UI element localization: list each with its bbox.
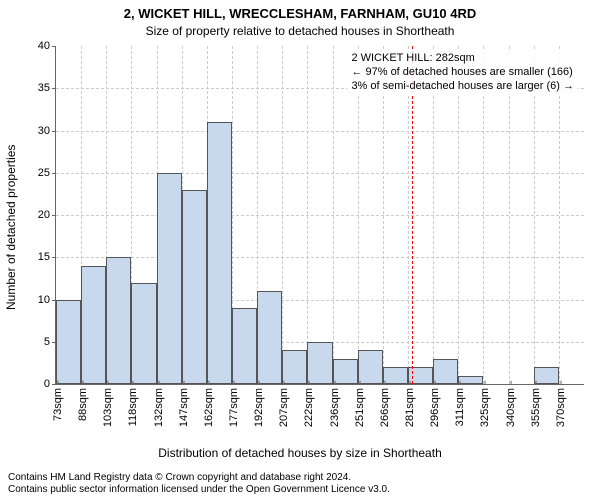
plot-area: 051015202530354073sqm88sqm103sqm118sqm13… [55, 46, 584, 385]
histogram-bar [131, 283, 156, 384]
annotation-line: ← 97% of detached houses are smaller (16… [351, 66, 574, 80]
gridline-h [56, 257, 584, 258]
histogram-bar [207, 122, 232, 384]
histogram-bar [182, 190, 207, 384]
histogram-bar [232, 308, 257, 384]
x-tick: 370sqm [555, 384, 567, 427]
x-tick: 118sqm [127, 384, 139, 426]
y-tick: 25 [38, 167, 56, 179]
x-tick: 340sqm [505, 384, 517, 427]
gridline-h [56, 131, 584, 132]
x-tick: 251sqm [354, 384, 366, 427]
gridline-v [483, 46, 484, 384]
histogram-bar [56, 300, 81, 385]
x-tick: 222sqm [303, 384, 315, 427]
chart-container: 2, WICKET HILL, WRECCLESHAM, FARNHAM, GU… [0, 0, 600, 500]
y-tick: 30 [38, 125, 56, 137]
x-tick: 207sqm [278, 384, 290, 427]
histogram-bar [358, 350, 383, 384]
x-axis-label: Distribution of detached houses by size … [0, 446, 600, 460]
footer-attribution: Contains HM Land Registry data © Crown c… [8, 472, 390, 496]
x-tick: 296sqm [429, 384, 441, 427]
y-tick: 5 [44, 336, 56, 348]
gridline-v [509, 46, 510, 384]
x-tick: 132sqm [153, 384, 165, 427]
gridline-v [282, 46, 283, 384]
y-tick: 40 [38, 40, 56, 52]
x-tick: 147sqm [178, 384, 190, 427]
x-tick: 266sqm [379, 384, 391, 427]
x-tick: 355sqm [530, 384, 542, 427]
x-tick: 236sqm [329, 384, 341, 427]
footer-line-2: Contains public sector information licen… [8, 484, 390, 496]
y-tick: 35 [38, 82, 56, 94]
x-tick: 103sqm [102, 384, 114, 427]
histogram-bar [383, 367, 408, 384]
gridline-v [408, 46, 409, 384]
histogram-bar [307, 342, 332, 384]
gridline-h [56, 173, 584, 174]
footer-line-1: Contains HM Land Registry data © Crown c… [8, 472, 390, 484]
histogram-bar [257, 291, 282, 384]
gridline-v [559, 46, 560, 384]
x-tick: 88sqm [77, 384, 89, 421]
chart-subtitle: Size of property relative to detached ho… [0, 24, 600, 38]
histogram-bar [433, 359, 458, 384]
histogram-bar [81, 266, 106, 384]
histogram-bar [282, 350, 307, 384]
gridline-v [458, 46, 459, 384]
x-tick: 177sqm [228, 384, 240, 427]
y-tick: 10 [38, 294, 56, 306]
y-tick: 20 [38, 209, 56, 221]
annotation-line: 2 WICKET HILL: 282sqm [351, 52, 574, 66]
annotation-box: 2 WICKET HILL: 282sqm← 97% of detached h… [347, 50, 578, 95]
x-tick: 192sqm [253, 384, 265, 427]
x-tick: 281sqm [404, 384, 416, 427]
gridline-v [333, 46, 334, 384]
histogram-bar [106, 257, 131, 384]
gridline-v [433, 46, 434, 384]
histogram-bar [458, 376, 483, 384]
x-tick: 73sqm [52, 384, 64, 421]
gridline-v [534, 46, 535, 384]
gridline-h [56, 215, 584, 216]
histogram-bar [157, 173, 182, 384]
annotation-line: 3% of semi-detached houses are larger (6… [351, 80, 574, 94]
y-axis-label: Number of detached properties [4, 145, 18, 310]
gridline-v [307, 46, 308, 384]
x-tick: 162sqm [203, 384, 215, 427]
gridline-v [358, 46, 359, 384]
histogram-bar [333, 359, 358, 384]
y-tick: 15 [38, 251, 56, 263]
chart-title: 2, WICKET HILL, WRECCLESHAM, FARNHAM, GU… [0, 6, 600, 21]
x-tick: 311sqm [454, 384, 466, 426]
gridline-v [383, 46, 384, 384]
histogram-bar [534, 367, 559, 384]
reference-line [412, 46, 413, 384]
x-tick: 325sqm [479, 384, 491, 427]
